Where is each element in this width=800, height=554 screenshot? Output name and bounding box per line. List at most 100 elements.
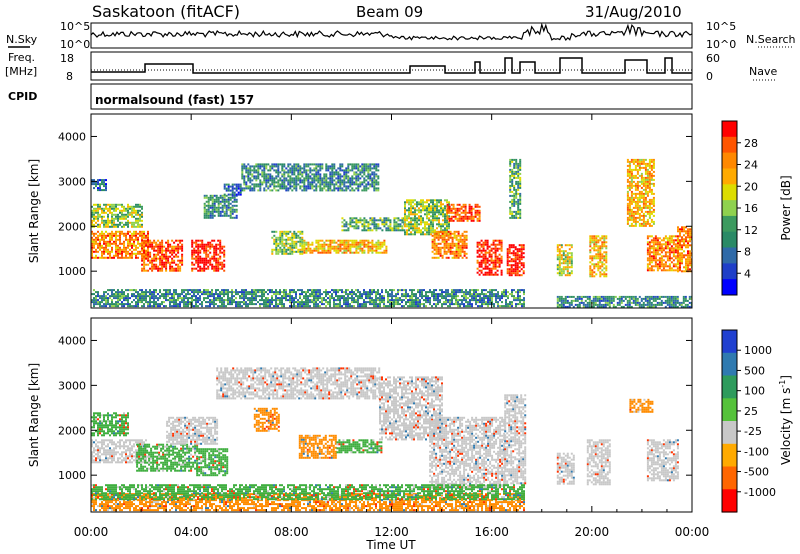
velocity-y-axis-label: Slant Range [km] (27, 363, 41, 467)
velocity-region-6 (253, 407, 280, 432)
power-region-1 (91, 203, 143, 228)
power-y-axis-label: Slant Range [km] (27, 159, 41, 263)
velocity-region-2 (136, 443, 199, 472)
velocity-colorbar-seg-2 (722, 375, 737, 399)
velocity-cbtick-label-6: -500 (744, 466, 769, 479)
velocity-region-9 (379, 376, 443, 441)
noise-right-tick-bottom: 10^0 (706, 38, 736, 51)
velocity-region-15 (646, 439, 679, 482)
power-region-22 (91, 289, 525, 308)
power-region-8 (271, 230, 304, 255)
velocity-data (91, 367, 679, 512)
velocity-region-1 (91, 439, 147, 464)
plot-date: 31/Aug/2010 (585, 3, 682, 21)
time-tick-label-0: 00:00 (74, 525, 109, 539)
power-region-19 (626, 158, 655, 227)
velocity-cbtick-label-3: 25 (744, 405, 758, 418)
power-colorbar-seg-9 (722, 263, 737, 280)
velocity-region-7 (298, 434, 337, 459)
power-region-20 (646, 235, 681, 272)
freq-trace (91, 57, 692, 74)
power-region-21 (677, 226, 692, 273)
freq-tick-top: 18 (60, 52, 74, 65)
power-region-2 (91, 230, 149, 259)
power-region-17 (556, 244, 573, 277)
velocity-region-8 (336, 439, 383, 454)
velocity-region-4 (166, 416, 219, 445)
beam-number: Beam 09 (356, 3, 423, 21)
cpid-panel-frame (90, 83, 693, 110)
nave-tick-top: 60 (706, 52, 720, 65)
power-ytick-label-2: 2000 (58, 220, 86, 233)
freq-unit-label: [MHz] (5, 65, 37, 78)
velocity-region-11 (504, 394, 527, 485)
velocity-colorbar-frame (721, 329, 738, 513)
power-colorbar-ticks: 28 24 20 16 12 8 4 (737, 137, 758, 280)
power-cbtick-label-4: 12 (744, 224, 758, 237)
power-region-15 (506, 244, 525, 277)
velocity-region-5 (216, 367, 381, 400)
freq-panel-frame (90, 51, 693, 81)
time-tick-label-6: 00:00 (675, 525, 710, 539)
power-cbtick-label-2: 20 (744, 180, 758, 193)
velocity-colorbar-seg-5 (722, 443, 737, 468)
velocity-colorbar-seg-4 (722, 421, 737, 445)
power-colorbar-label: Power [dB] (779, 175, 793, 240)
power-region-16 (509, 158, 522, 219)
power-colorbar-seg-7 (722, 231, 737, 248)
power-colorbar-seg-6 (722, 215, 737, 233)
power-region-10 (341, 217, 406, 232)
freq-label: Freq. (8, 51, 35, 64)
power-region-18 (589, 235, 608, 278)
power-ytick-label-3: 1000 (58, 265, 86, 278)
power-cbtick-label-5: 8 (744, 246, 751, 259)
power-region-6 (223, 183, 242, 196)
power-panel-frame (90, 113, 693, 309)
power-region-4 (191, 239, 226, 272)
noise-sky-label: N.Sky (6, 33, 38, 46)
velocity-cbtick-label-1: 500 (744, 364, 765, 377)
velocity-y-ticks: 4000 3000 2000 1000 (58, 334, 692, 482)
power-region-0 (91, 179, 107, 192)
power-colorbar-seg-4 (722, 184, 737, 201)
velocity-colorbar-seg-0 (722, 330, 737, 354)
time-tick-label-3: 12:00 (374, 525, 409, 539)
power-colorbar (722, 121, 737, 296)
noise-search-label: N.Search (746, 33, 796, 46)
power-region-3 (141, 239, 184, 272)
power-colorbar-seg-10 (722, 279, 737, 296)
velocity-cbtick-label-2: 100 (744, 385, 765, 398)
velocity-ytick-label-2: 2000 (58, 424, 86, 437)
power-colorbar-seg-5 (722, 200, 737, 217)
velocity-colorbar-seg-7 (722, 489, 737, 513)
power-cbtick-label-1: 24 (744, 159, 758, 172)
velocity-region-13 (586, 439, 611, 486)
power-colorbar-seg-1 (722, 136, 737, 154)
power-region-9 (301, 239, 388, 254)
velocity-cbtick-label-4: -25 (744, 425, 762, 438)
velocity-colorbar-seg-1 (722, 352, 737, 377)
velocity-ytick-label-3: 1000 (58, 469, 86, 482)
power-region-11 (404, 199, 450, 236)
power-cbtick-label-0: 28 (744, 137, 758, 150)
power-y-ticks: 4000 3000 2000 1000 (58, 130, 692, 278)
velocity-colorbar-seg-3 (722, 398, 737, 422)
power-data (91, 158, 692, 308)
power-colorbar-seg-8 (722, 247, 737, 264)
power-cbtick-label-6: 4 (744, 267, 751, 280)
time-tick-label-4: 16:00 (474, 525, 509, 539)
power-region-12 (431, 230, 468, 259)
velocity-cbtick-label-5: -100 (744, 445, 769, 458)
power-ytick-label-1: 3000 (58, 175, 86, 188)
velocity-region-14 (629, 398, 654, 413)
velocity-cbtick-label-7: -1000 (744, 486, 776, 499)
nave-tick-bottom: 0 (706, 70, 713, 83)
power-ytick-label-0: 4000 (58, 130, 86, 143)
velocity-colorbar-seg-6 (722, 466, 737, 490)
cpid-value: normalsound (fast) 157 (95, 93, 254, 107)
time-tick-label-5: 20:00 (575, 525, 610, 539)
velocity-colorbar-ticks: 1000 500 100 25 -25 -100 -500 -1000 (737, 344, 776, 499)
velocity-colorbar-label: Velocity [m s-1] (778, 375, 793, 465)
